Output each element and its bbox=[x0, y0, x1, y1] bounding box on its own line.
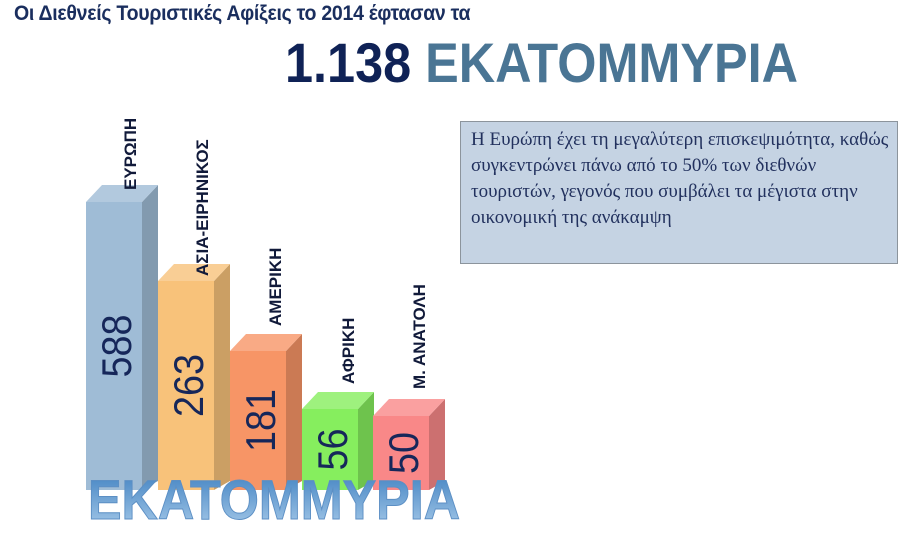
bar-top bbox=[86, 185, 158, 202]
value-label: 181 bbox=[237, 389, 284, 452]
bar-front bbox=[158, 281, 214, 490]
value-label: 263 bbox=[165, 354, 212, 417]
bar-side bbox=[142, 185, 158, 490]
bar-side bbox=[358, 392, 374, 490]
bar-top bbox=[230, 334, 302, 351]
bar-4: 56 ΑΦΡΙΚΗ bbox=[302, 318, 374, 490]
bar-2: 263 ΑΣΙΑ-ΕΙΡΗΝΙΚΟΣ bbox=[158, 139, 230, 490]
headline-unit: ΕΚΑΤΟΜΜΥΡΙΑ bbox=[425, 31, 799, 94]
bar-5: 50 Μ. ΑΝΑΤΟΛΗ bbox=[373, 284, 445, 490]
category-label: ΕΥΡΩΠΗ bbox=[121, 118, 140, 190]
category-label: ΑΦΡΙΚΗ bbox=[339, 318, 358, 384]
bar-1: 588 ΕΥΡΩΠΗ bbox=[86, 118, 158, 490]
bar-front bbox=[302, 409, 358, 490]
value-label: 50 bbox=[380, 432, 427, 474]
category-label: Μ. ΑΝΑΤΟΛΗ bbox=[410, 284, 429, 389]
value-label: 56 bbox=[309, 429, 356, 471]
bar-front bbox=[230, 351, 286, 490]
category-label: ΑΜΕΡΙΚΗ bbox=[266, 248, 285, 326]
bar-side bbox=[286, 334, 302, 490]
chart-unit-label: ΕΚΑΤΟΜΜΥΡΙΑ bbox=[88, 468, 460, 531]
headline: 1.138 ΕΚΑΤΟΜΜΥΡΙΑ bbox=[285, 28, 798, 98]
bar-side bbox=[429, 399, 445, 490]
bar-top bbox=[373, 399, 445, 416]
bar-top bbox=[302, 392, 374, 409]
bar-top bbox=[158, 264, 230, 281]
bar-side bbox=[214, 264, 230, 490]
total-arrivals: 1.138 bbox=[285, 31, 412, 94]
bar-3: 181 ΑΜΕΡΙΚΗ bbox=[230, 248, 302, 490]
value-label: 588 bbox=[93, 315, 140, 378]
subtitle: Οι Διεθνείς Τουριστικές Αφίξεις το 2014 … bbox=[14, 2, 471, 25]
note-box: Η Ευρώπη έχει τη μεγαλύτερη επισκεψιμότη… bbox=[460, 121, 898, 264]
bar-front bbox=[86, 202, 142, 490]
bar-front bbox=[373, 416, 429, 490]
category-label: ΑΣΙΑ-ΕΙΡΗΝΙΚΟΣ bbox=[193, 139, 212, 276]
